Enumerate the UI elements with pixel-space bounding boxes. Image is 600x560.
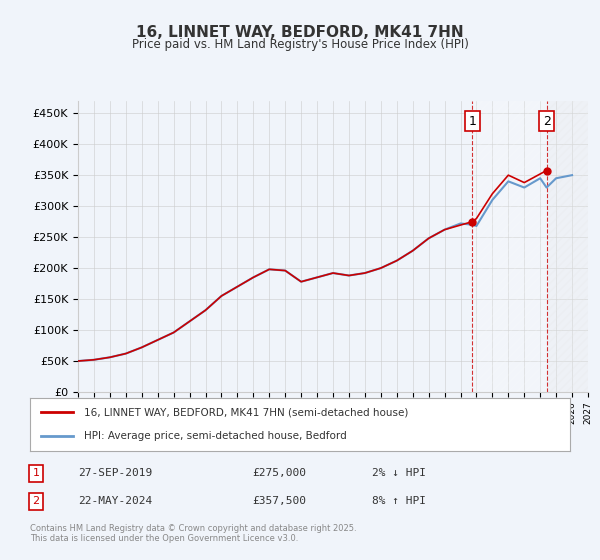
Text: 2% ↓ HPI: 2% ↓ HPI — [372, 468, 426, 478]
Text: Price paid vs. HM Land Registry's House Price Index (HPI): Price paid vs. HM Land Registry's House … — [131, 38, 469, 51]
Bar — [472, 101, 588, 392]
Text: HPI: Average price, semi-detached house, Bedford: HPI: Average price, semi-detached house,… — [84, 431, 347, 441]
Text: 2: 2 — [542, 115, 551, 128]
Text: 27-SEP-2019: 27-SEP-2019 — [78, 468, 152, 478]
Text: 16, LINNET WAY, BEDFORD, MK41 7HN: 16, LINNET WAY, BEDFORD, MK41 7HN — [136, 25, 464, 40]
Text: Contains HM Land Registry data © Crown copyright and database right 2025.
This d: Contains HM Land Registry data © Crown c… — [30, 524, 356, 543]
Text: 8% ↑ HPI: 8% ↑ HPI — [372, 496, 426, 506]
Bar — [547, 101, 588, 392]
Text: £357,500: £357,500 — [252, 496, 306, 506]
Text: £275,000: £275,000 — [252, 468, 306, 478]
Text: 16, LINNET WAY, BEDFORD, MK41 7HN (semi-detached house): 16, LINNET WAY, BEDFORD, MK41 7HN (semi-… — [84, 408, 409, 418]
Text: 1: 1 — [32, 468, 40, 478]
Text: 2: 2 — [32, 496, 40, 506]
Text: 1: 1 — [469, 115, 476, 128]
Text: 22-MAY-2024: 22-MAY-2024 — [78, 496, 152, 506]
